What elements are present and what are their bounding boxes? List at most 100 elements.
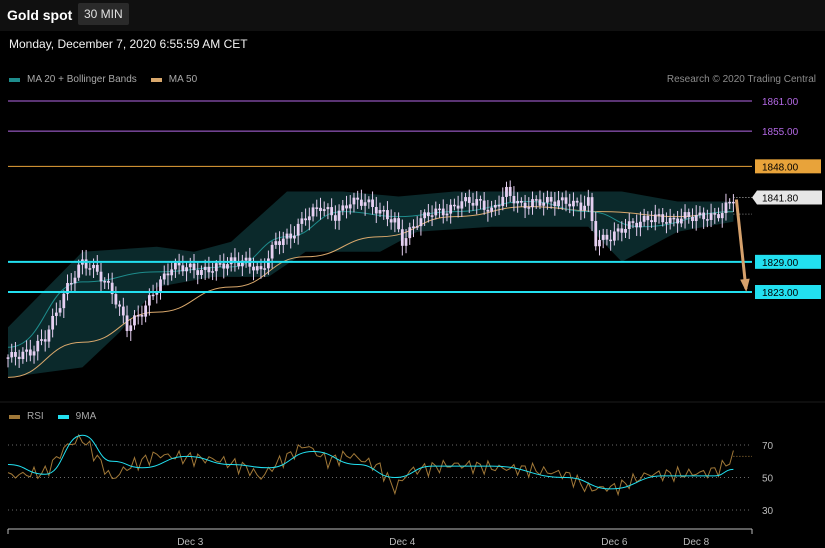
level-tag-1829.00	[755, 254, 821, 269]
candle-body	[337, 210, 341, 221]
candle-body	[386, 210, 389, 220]
candle-body	[185, 267, 188, 272]
level-label-1855.00: 1855.00	[762, 127, 799, 138]
candle-body	[333, 215, 337, 221]
candle-body	[356, 197, 360, 200]
candle-body	[694, 215, 698, 222]
candle-body	[430, 215, 434, 217]
candle-body	[259, 266, 263, 270]
candle-body	[475, 199, 479, 206]
candle-body	[438, 208, 441, 211]
time-tick-dec-6: Dec 6	[601, 537, 628, 548]
candle-body	[650, 220, 653, 223]
candle-body	[270, 244, 274, 259]
candle-body	[315, 207, 319, 209]
candle-body	[36, 340, 40, 352]
candle-body	[691, 216, 694, 222]
candle-body	[114, 294, 118, 305]
candle-body	[147, 295, 151, 306]
forecast-arrow-head	[740, 278, 750, 292]
candle-body	[192, 263, 196, 271]
candle-body	[237, 261, 241, 267]
candle-body	[590, 197, 594, 222]
candle-body	[10, 352, 14, 358]
level-tag-1823.00	[755, 285, 821, 299]
candle-body	[326, 207, 330, 210]
rsi-panel: 70 50 30	[7, 433, 774, 517]
candle-body	[732, 201, 735, 204]
candle-body	[51, 315, 55, 330]
candle-body	[263, 268, 267, 270]
ma20-swatch	[9, 77, 20, 82]
candle-body	[482, 200, 486, 210]
candle-body	[341, 205, 345, 211]
candle-body	[624, 228, 627, 233]
candle-body	[646, 215, 650, 221]
candle-body	[159, 279, 162, 292]
candle-body	[642, 215, 646, 222]
timeframe-button[interactable]: 30 MIN	[78, 3, 129, 25]
legend-ma20-label: MA 20 + Bollinger Bands	[27, 74, 137, 85]
time-tick-dec-4: Dec 4	[389, 537, 416, 548]
candle-body	[322, 209, 326, 212]
candle-body	[107, 280, 110, 283]
candle-body	[419, 218, 423, 227]
ma20-line	[7, 200, 734, 348]
candle-body	[58, 308, 62, 313]
candle-body	[449, 204, 453, 214]
main-legend: MA 20 + Bollinger Bands MA 50	[9, 74, 197, 85]
candle-body	[196, 270, 200, 275]
candle-body	[222, 263, 226, 269]
rsi-tick-30: 30	[762, 506, 774, 517]
candle-body	[393, 218, 397, 223]
candle-body	[464, 197, 467, 202]
candle-body	[47, 329, 51, 342]
research-credit: Research © 2020 Trading Central	[666, 74, 816, 85]
candle-body	[635, 222, 639, 228]
candle-body	[527, 207, 531, 209]
candle-body	[382, 210, 386, 212]
candle-body	[538, 199, 542, 206]
candle-body	[252, 266, 255, 271]
candle-body	[505, 186, 508, 197]
rsi-tick-50: 50	[762, 474, 774, 485]
candle-body	[21, 351, 25, 360]
candle-body	[549, 197, 553, 202]
candle-body	[371, 199, 374, 207]
level-label-1848.00: 1848.00	[762, 162, 799, 173]
rsi-ma-line	[7, 434, 734, 490]
candle-body	[705, 219, 709, 221]
candle-body	[672, 217, 676, 220]
candle-body	[73, 277, 77, 284]
candle-body	[296, 223, 300, 236]
candle-body	[348, 204, 352, 209]
candle-body	[281, 238, 285, 246]
candle-body	[144, 305, 148, 317]
level-label-1861.00: 1861.00	[762, 97, 799, 108]
candle-body	[203, 266, 207, 270]
candle-body	[568, 203, 572, 207]
candle-body	[557, 200, 560, 207]
bollinger-band-fill	[8, 191, 734, 378]
candle-body	[542, 202, 546, 206]
candle-body	[32, 351, 36, 356]
level-label-1823.00: 1823.00	[762, 288, 799, 299]
candle-body	[200, 269, 203, 275]
candle-body	[546, 197, 549, 203]
forecast-arrow-shaft	[734, 199, 748, 290]
candle-body	[77, 264, 81, 278]
rsi-swatch	[9, 414, 20, 419]
candle-body	[88, 268, 92, 270]
candle-body	[84, 259, 88, 269]
last-price-label: 1841.80	[762, 194, 799, 205]
candle-body	[28, 349, 32, 356]
candle-body	[519, 200, 523, 203]
instrument-title: Gold spot	[7, 7, 73, 23]
candle-body	[531, 199, 534, 208]
candle-body	[352, 197, 356, 205]
candle-body	[25, 349, 28, 352]
candles	[6, 180, 735, 368]
candle-body	[17, 356, 21, 360]
candle-body	[229, 257, 233, 265]
